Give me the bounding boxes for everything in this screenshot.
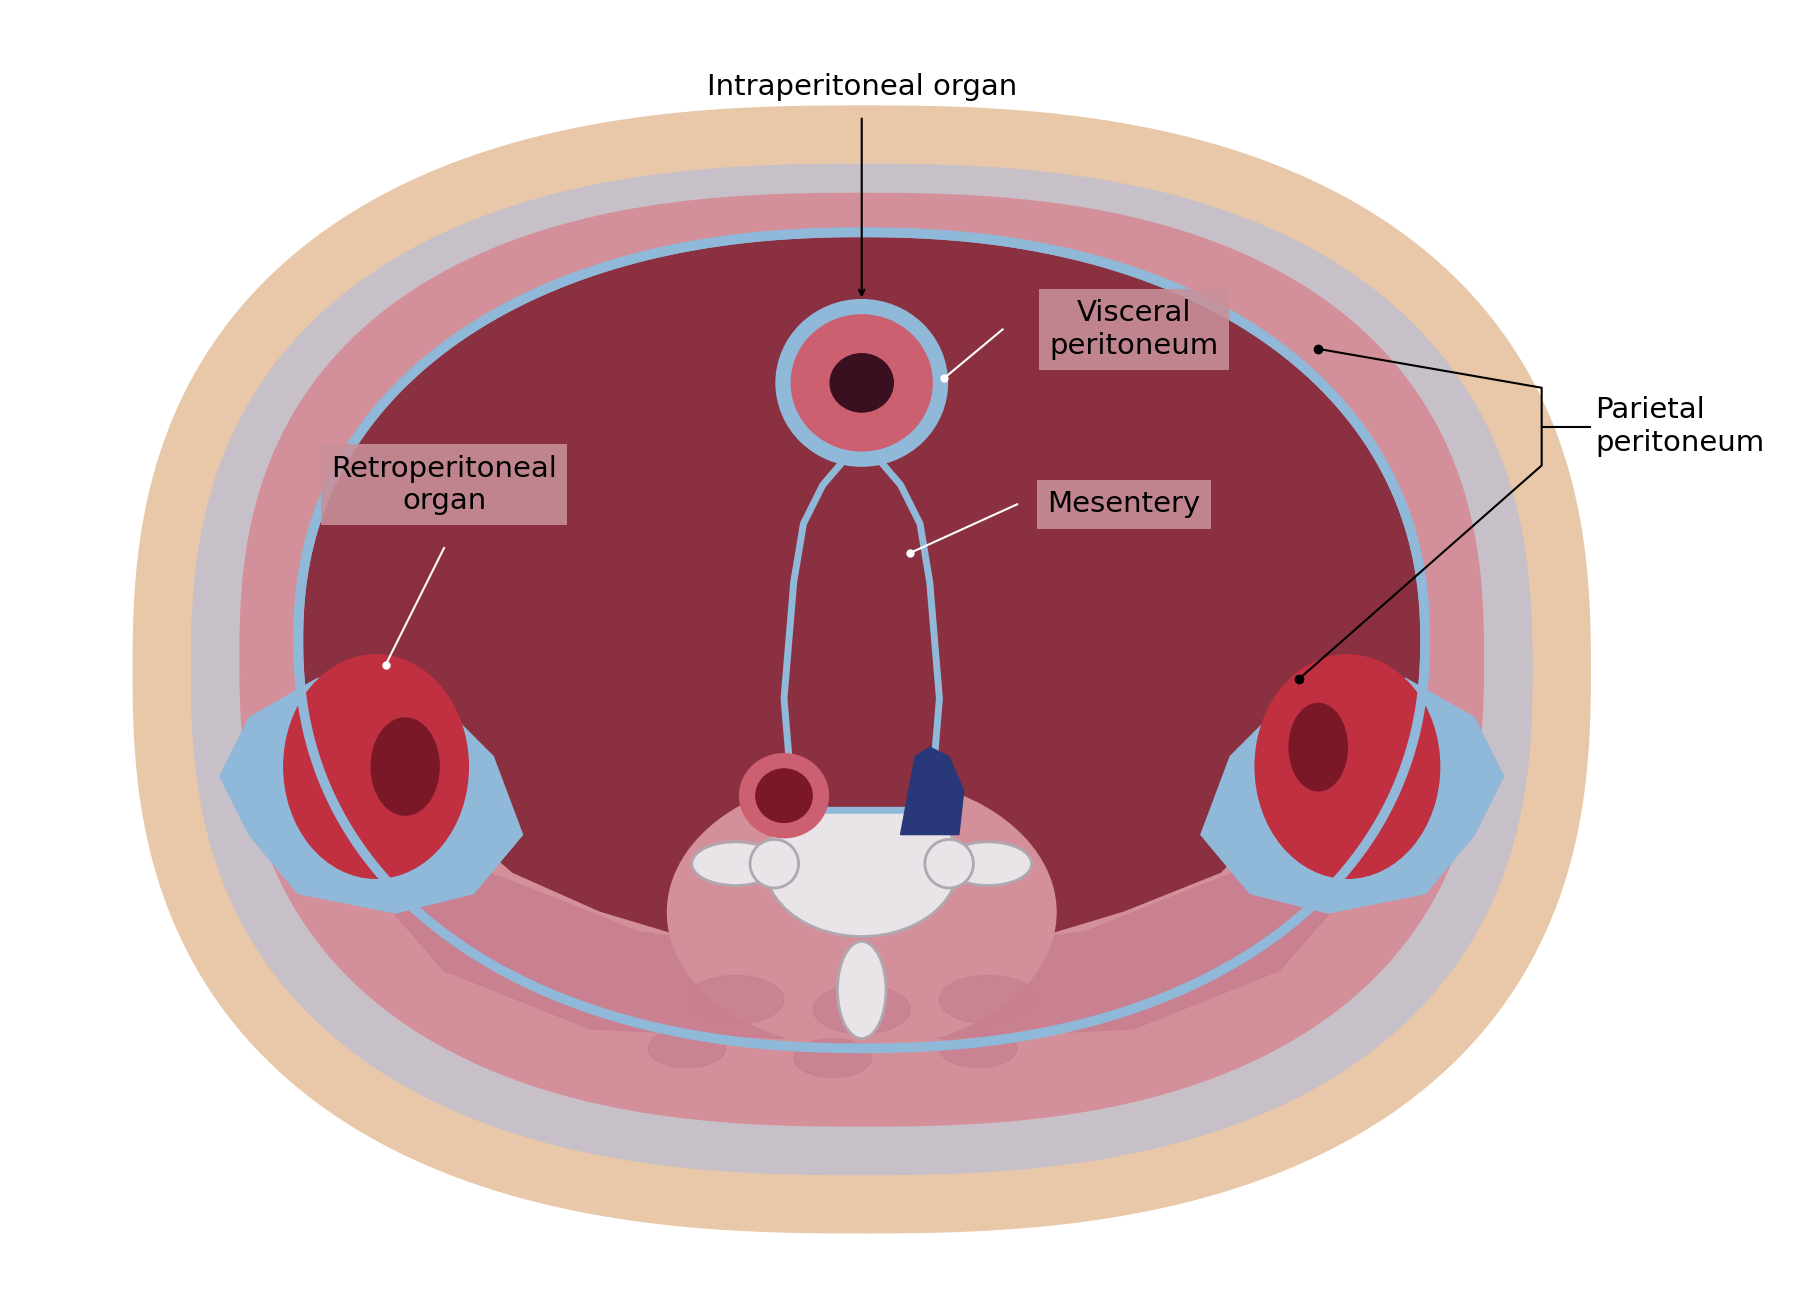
Ellipse shape <box>778 300 947 465</box>
Ellipse shape <box>1255 655 1440 879</box>
Ellipse shape <box>792 315 932 451</box>
Polygon shape <box>191 164 1532 1174</box>
Polygon shape <box>279 747 1445 1067</box>
Polygon shape <box>1202 679 1503 913</box>
Text: Parietal
peritoneum: Parietal peritoneum <box>1595 396 1764 456</box>
Ellipse shape <box>940 975 1037 1024</box>
Polygon shape <box>299 233 1426 1048</box>
Ellipse shape <box>945 842 1031 885</box>
Polygon shape <box>785 426 940 810</box>
Ellipse shape <box>284 655 468 879</box>
Ellipse shape <box>830 354 893 412</box>
Polygon shape <box>239 194 1483 1126</box>
Text: Mesentery: Mesentery <box>1048 490 1201 519</box>
Ellipse shape <box>691 842 779 885</box>
Ellipse shape <box>740 754 828 837</box>
Text: Intraperitoneal organ: Intraperitoneal organ <box>707 73 1017 100</box>
Ellipse shape <box>648 1028 725 1067</box>
Polygon shape <box>376 844 785 1039</box>
Ellipse shape <box>765 790 959 936</box>
Ellipse shape <box>925 840 974 888</box>
Ellipse shape <box>1289 703 1348 790</box>
Ellipse shape <box>751 840 799 888</box>
Ellipse shape <box>756 770 812 823</box>
Ellipse shape <box>940 1028 1017 1067</box>
Ellipse shape <box>371 718 439 815</box>
Text: Visceral
peritoneum: Visceral peritoneum <box>1049 299 1219 360</box>
Polygon shape <box>221 679 522 913</box>
Ellipse shape <box>814 985 911 1034</box>
Ellipse shape <box>837 941 886 1039</box>
Polygon shape <box>133 107 1589 1232</box>
Polygon shape <box>900 747 963 835</box>
Text: Retroperitoneal
organ: Retroperitoneal organ <box>331 455 556 515</box>
Ellipse shape <box>794 1039 871 1078</box>
Ellipse shape <box>688 975 785 1024</box>
Polygon shape <box>940 844 1348 1039</box>
Ellipse shape <box>668 776 1057 1048</box>
